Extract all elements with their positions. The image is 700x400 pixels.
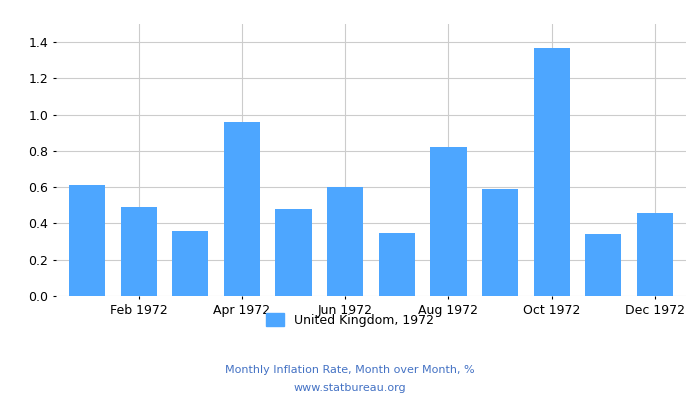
Text: Monthly Inflation Rate, Month over Month, %: Monthly Inflation Rate, Month over Month… xyxy=(225,365,475,375)
Bar xyxy=(430,147,466,296)
Bar xyxy=(379,232,415,296)
Legend: United Kingdom, 1972: United Kingdom, 1972 xyxy=(260,308,440,332)
Bar xyxy=(224,122,260,296)
Bar xyxy=(172,231,209,296)
Bar xyxy=(482,189,518,296)
Bar xyxy=(276,209,312,296)
Text: www.statbureau.org: www.statbureau.org xyxy=(294,383,406,393)
Bar xyxy=(327,187,363,296)
Bar xyxy=(585,234,622,296)
Bar xyxy=(69,185,105,296)
Bar xyxy=(120,207,157,296)
Bar xyxy=(533,48,570,296)
Bar xyxy=(637,212,673,296)
